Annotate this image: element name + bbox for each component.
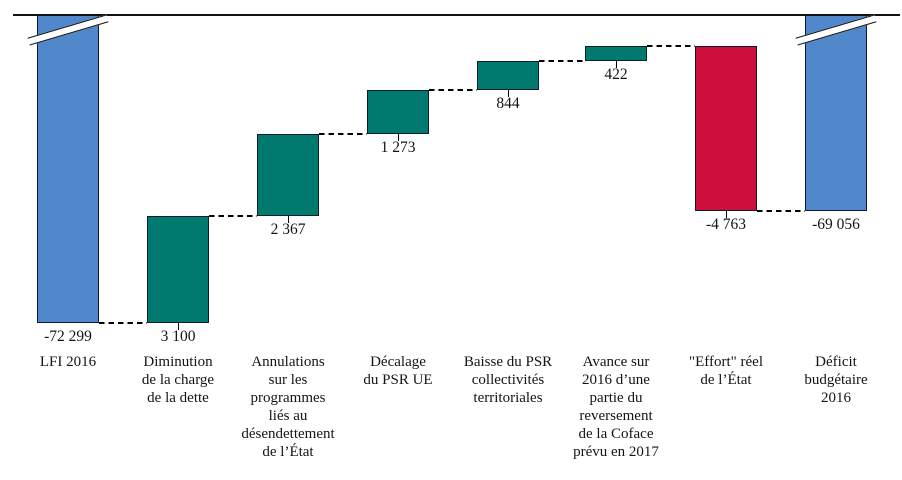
value-label: -69 056	[812, 216, 860, 233]
value-tick	[178, 323, 180, 330]
waterfall-bar-increase	[147, 216, 209, 323]
dashed-connector	[429, 89, 477, 91]
value-tick	[288, 216, 290, 223]
category-label: Déficit budgétaire 2016	[804, 354, 868, 406]
waterfall-bar-increase	[585, 46, 647, 61]
dashed-connector	[757, 210, 805, 212]
category-label: Annulations sur les programmes liés au d…	[241, 354, 335, 460]
category-label: Décalage du PSR UE	[363, 354, 433, 388]
value-tick	[508, 90, 510, 97]
value-tick	[616, 61, 618, 68]
value-label: -72 299	[44, 328, 92, 345]
category-label: Diminution de la charge de la dette	[141, 354, 215, 406]
waterfall-bar-increase	[367, 90, 429, 134]
dashed-connector	[647, 45, 695, 47]
dashed-connector	[539, 60, 585, 62]
value-label: 3 100	[160, 328, 196, 345]
waterfall-bar-total	[37, 15, 99, 323]
category-label: "Effort" réel de l’État	[688, 354, 764, 388]
waterfall-bar-increase	[477, 61, 539, 90]
waterfall-bar-increase	[257, 134, 319, 216]
value-tick	[726, 211, 728, 218]
value-label: 422	[604, 66, 628, 83]
dashed-connector	[319, 133, 367, 135]
category-label: LFI 2016	[39, 354, 97, 370]
value-tick	[398, 134, 400, 141]
value-label: 1 273	[380, 139, 416, 156]
category-label: Avance sur 2016 d’une partie du reversem…	[573, 354, 659, 460]
value-label: -4 763	[705, 216, 747, 233]
value-label: 2 367	[270, 221, 306, 238]
dashed-connector	[99, 322, 147, 324]
zero-axis-line	[13, 14, 900, 16]
category-label: Baisse du PSR collectivités territoriale…	[463, 354, 553, 406]
dashed-connector	[209, 215, 257, 217]
waterfall-bar-total	[805, 15, 867, 211]
value-label: 844	[496, 95, 520, 112]
waterfall-bar-decrease	[695, 46, 757, 211]
